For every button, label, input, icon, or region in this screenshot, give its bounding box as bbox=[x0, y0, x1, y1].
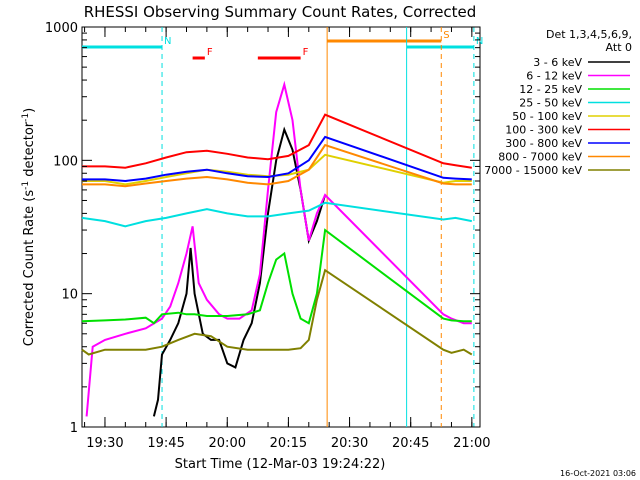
y-tick-label: 100 bbox=[53, 154, 78, 169]
x-axis-ticks: 19:30 19:45 20:00 20:15 20:30 20:45 21:00 bbox=[84, 27, 491, 451]
y-axis-label-sup1: -1 bbox=[21, 181, 31, 190]
y-tick-label: 1000 bbox=[45, 21, 78, 36]
flag-boundaries bbox=[161, 27, 475, 427]
x-tick-label: 20:15 bbox=[270, 436, 307, 451]
legend-label: 7000 - 15000 keV bbox=[484, 164, 582, 177]
flag-label-S: S bbox=[443, 30, 449, 41]
footer-timestamp: 16-Oct-2021 03:06 bbox=[560, 469, 636, 478]
flag-label-N: N bbox=[164, 36, 171, 47]
series-line bbox=[82, 153, 472, 186]
y-axis-label-main: Corrected Count Rate (s bbox=[22, 190, 37, 347]
y-tick-label: 10 bbox=[61, 288, 78, 303]
y-axis-label: Corrected Count Rate (s-1 detector-1) bbox=[21, 108, 37, 346]
flag-bars: N N F F S bbox=[82, 30, 483, 60]
x-tick-label: 20:00 bbox=[209, 436, 246, 451]
legend-label: 800 - 7000 keV bbox=[498, 151, 582, 164]
flag-label-F: F bbox=[207, 47, 213, 58]
series-line bbox=[85, 80, 472, 417]
detector-label-line1: Det 1,3,4,5,6,9, bbox=[546, 28, 632, 41]
y-axis-ticks: 1 10 100 1000 bbox=[45, 21, 480, 436]
detector-label: Det 1,3,4,5,6,9, Att 0 bbox=[546, 28, 632, 54]
plot-frame bbox=[81, 26, 481, 428]
legend-label: 12 - 25 keV bbox=[519, 83, 582, 96]
x-tick-label: 20:45 bbox=[392, 436, 429, 451]
series-line bbox=[152, 126, 327, 417]
series-line bbox=[81, 268, 473, 356]
series-line bbox=[82, 113, 472, 169]
x-tick-label: 20:30 bbox=[331, 436, 368, 451]
y-tick-label: 1 bbox=[70, 421, 78, 436]
legend-label: 100 - 300 keV bbox=[505, 124, 582, 137]
legend-label: 25 - 50 keV bbox=[519, 97, 582, 110]
plot-area: N N F F S 1 10 100 1000 19:30 19:45 20:00 20:15 20:… bbox=[45, 21, 491, 451]
series-line bbox=[82, 135, 472, 183]
legend-label: 6 - 12 keV bbox=[526, 70, 582, 83]
y-axis-label-mid: detector bbox=[22, 121, 37, 181]
x-axis-label: Start Time (12-Mar-03 19:24:22) bbox=[175, 457, 386, 472]
y-axis-label-end: ) bbox=[22, 108, 37, 113]
y-axis-label-sup2: -1 bbox=[21, 113, 31, 122]
flag-label-F: F bbox=[303, 47, 309, 58]
chart-title: RHESSI Observing Summary Count Rates, Co… bbox=[84, 3, 477, 21]
series-line bbox=[81, 201, 472, 228]
legend-label: 50 - 100 keV bbox=[512, 110, 582, 123]
detector-label-line2: Att 0 bbox=[606, 41, 632, 54]
legend-label: 300 - 800 keV bbox=[505, 137, 582, 150]
series-line bbox=[82, 143, 472, 188]
series-line bbox=[81, 228, 472, 325]
x-tick-label: 21:00 bbox=[453, 436, 490, 451]
x-tick-label: 19:30 bbox=[86, 436, 123, 451]
legend-label: 3 - 6 keV bbox=[533, 56, 582, 69]
x-tick-label: 19:45 bbox=[147, 436, 184, 451]
series-lines bbox=[81, 80, 473, 417]
flag-label-N: N bbox=[476, 36, 483, 47]
